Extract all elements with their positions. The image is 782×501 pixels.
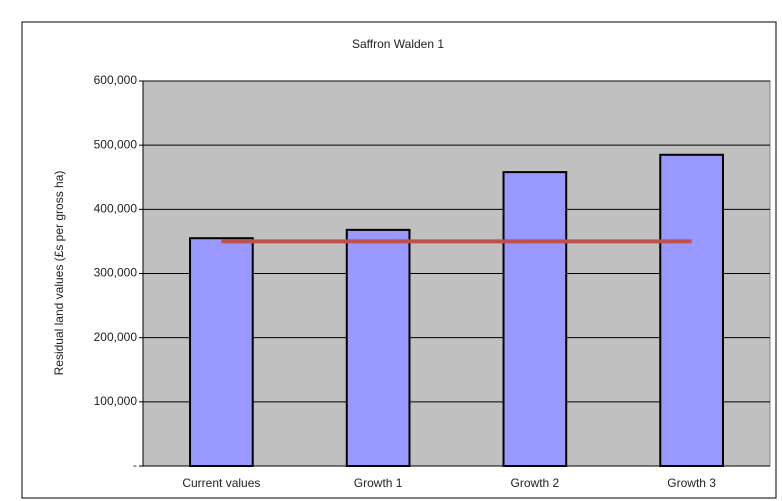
y-tick-label: 500,000	[94, 137, 138, 151]
x-tick-label: Growth 2	[511, 476, 560, 490]
bar	[659, 153, 724, 468]
bar	[502, 171, 568, 467]
bar	[189, 237, 254, 467]
y-tick-label: 100,000	[94, 394, 138, 408]
y-tick-label: 200,000	[94, 330, 138, 344]
y-tick-label: 300,000	[94, 266, 138, 280]
y-axis-label: Residual land values (£s per gross ha)	[52, 171, 66, 376]
bar	[345, 228, 411, 467]
x-tick-label: Growth 1	[354, 476, 403, 490]
chart-title: Saffron Walden 1	[352, 37, 444, 51]
x-tick-label: Current values	[182, 476, 260, 490]
y-tick-label: -	[133, 458, 137, 472]
x-tick-label: Growth 3	[667, 476, 716, 490]
y-tick-label: 400,000	[94, 202, 138, 216]
y-tick-label: 600,000	[94, 73, 138, 87]
